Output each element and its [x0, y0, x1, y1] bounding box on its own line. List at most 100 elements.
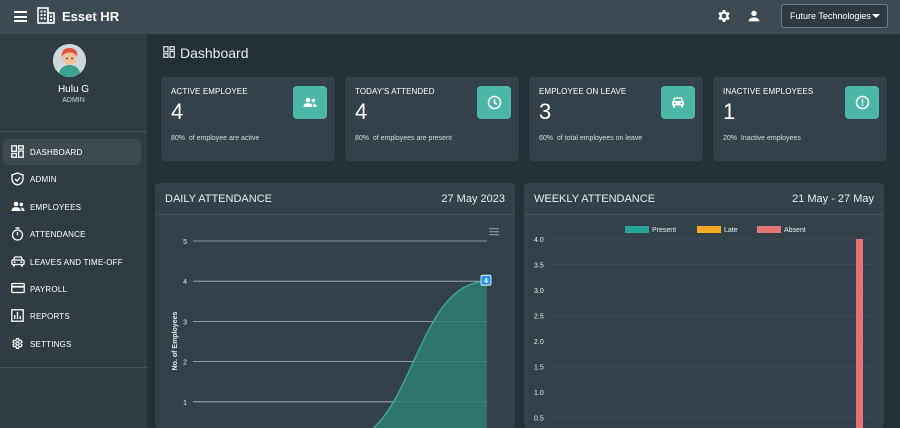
attendance-area: [373, 281, 487, 428]
sidebar-divider: [0, 367, 147, 368]
y-tick-label: 4.0: [534, 237, 544, 244]
company-selector[interactable]: Future Technologies: [781, 4, 888, 28]
legend-label: Late: [724, 227, 738, 234]
company-selector-value: Future Technologies: [790, 11, 871, 21]
sidebar-item-employees[interactable]: EMPLOYEES: [3, 194, 141, 220]
attendance-line: [372, 280, 488, 428]
y-tick-label: 1.0: [534, 390, 544, 397]
car-icon: [11, 256, 25, 267]
sidebar: Hulu G ADMIN DASHBOARD ADMIN EMPLOYEES: [0, 34, 147, 428]
stat-icon-box: [845, 86, 879, 119]
sidebar-item-reports[interactable]: REPORTS: [3, 303, 141, 329]
y-tick-label: 3: [183, 319, 187, 326]
stat-value: 3: [539, 99, 552, 124]
stat-value: 4: [171, 99, 184, 124]
sidebar-item-label: REPORTS: [30, 311, 70, 321]
app-name: Esset HR: [62, 9, 120, 24]
people-icon: [11, 201, 25, 211]
stat-card-employee-on-leave: EMPLOYEE ON LEAVE 3 60% of total employe…: [529, 77, 703, 161]
y-tick-label: 3.5: [534, 263, 544, 270]
stat-note: 80% of employees are present: [355, 135, 452, 142]
sidebar-item-label: ADMIN: [30, 174, 57, 184]
sidebar-item-dashboard[interactable]: DASHBOARD: [3, 139, 141, 165]
sidebar-item-label: SETTINGS: [30, 339, 72, 349]
legend-swatch: [757, 226, 781, 233]
sidebar-item-payroll[interactable]: PAYROLL: [3, 276, 141, 302]
user-account-icon[interactable]: [746, 8, 762, 24]
top-bar: Esset HR Future Technologies: [0, 0, 900, 34]
panel-date: 21 May - 27 May: [792, 193, 874, 205]
daily-attendance-panel: DAILY ATTENDANCE 27 May 2023 1 2 3 4 5 No. of…: [155, 183, 515, 428]
stat-icon-box: [661, 86, 695, 119]
sidebar-item-settings[interactable]: SETTINGS: [3, 331, 141, 357]
stat-note: 20% Inactive employees: [723, 135, 801, 142]
stat-label: EMPLOYEE ON LEAVE: [539, 87, 627, 96]
chart-menu-line: [489, 231, 499, 233]
chevron-down-icon: [872, 14, 880, 18]
shield-icon: [11, 172, 24, 186]
stat-card-active-employee: ACTIVE EMPLOYEE 4 80% of employee are ac…: [161, 77, 335, 161]
stat-card-inactive-employees: INACTIVE EMPLOYEES 1 20% Inactive employ…: [713, 77, 887, 161]
legend-swatch: [625, 226, 649, 233]
data-label-box: [480, 274, 492, 286]
alert-icon: [855, 95, 869, 110]
panel-divider: [524, 214, 884, 215]
stat-value: 1: [723, 99, 736, 124]
avatar[interactable]: [53, 44, 86, 77]
legend-swatch: [697, 226, 721, 233]
sidebar-item-label: DASHBOARD: [30, 147, 83, 157]
stat-card-todays-attended: TODAY'S ATTENDED 4 80% of employees are …: [345, 77, 519, 161]
panel-title: DAILY ATTENDANCE: [165, 193, 272, 205]
sidebar-item-leaves-and-time-off[interactable]: LEAVES AND TIME-OFF: [3, 249, 141, 275]
weekly-attendance-panel: WEEKLY ATTENDANCE 21 May - 27 May 0.5 1.0…: [524, 183, 884, 428]
chart-menu-line: [489, 228, 499, 230]
dashboard-title-icon: [163, 46, 175, 58]
user-role: ADMIN: [62, 97, 85, 104]
chart-menu-icon[interactable]: [489, 228, 499, 236]
car-icon: [672, 97, 684, 108]
y-tick-label: 5: [183, 239, 187, 246]
sidebar-divider: [0, 131, 147, 132]
sidebar-item-label: ATTENDANCE: [30, 229, 86, 239]
people-icon: [303, 97, 317, 107]
sidebar-item-label: LEAVES AND TIME-OFF: [30, 257, 123, 267]
panel-date: 27 May 2023: [441, 193, 505, 205]
y-tick-label: 1.5: [534, 365, 544, 372]
sidebar-item-admin[interactable]: ADMIN: [3, 166, 141, 192]
y-tick-label: 3.0: [534, 288, 544, 295]
panel-title: WEEKLY ATTENDANCE: [534, 193, 656, 205]
stat-icon-box: [477, 86, 511, 119]
user-name: Hulu G: [57, 84, 90, 95]
y-tick-label: 2.0: [534, 339, 544, 346]
stopwatch-icon: [11, 227, 24, 241]
weekly-attendance-chart: 0.5 1.0 1.5 2.0 2.5 3.0 3.5 4.0 Present Late Absen…: [534, 226, 874, 428]
sidebar-item-label: PAYROLL: [30, 284, 68, 294]
page-title: Dashboard: [180, 45, 249, 61]
data-label: 4: [484, 278, 488, 285]
y-tick-label: 2: [183, 360, 187, 367]
credit-card-icon: [11, 282, 25, 294]
sidebar-item-attendance[interactable]: ATTENDANCE: [3, 221, 141, 247]
y-tick-label: 4: [183, 279, 187, 286]
stat-note: 80% of employee are active: [171, 135, 260, 142]
y-tick-label: 2.5: [534, 314, 544, 321]
legend-label: Present: [652, 227, 676, 234]
y-tick-label: 0.5: [534, 416, 544, 423]
stat-label: INACTIVE EMPLOYEES: [723, 87, 814, 96]
gear-icon: [12, 338, 23, 349]
stat-value: 4: [355, 99, 368, 124]
panel-divider: [155, 214, 515, 215]
clock-icon: [487, 95, 501, 110]
y-axis-label: No. of Employees: [172, 312, 179, 371]
stat-icon-box: [293, 86, 327, 119]
stat-label: TODAY'S ATTENDED: [355, 87, 435, 96]
legend-label: Absent: [784, 227, 806, 234]
avatar-illustration-icon: [53, 44, 86, 77]
hamburger-menu-icon[interactable]: [14, 11, 27, 22]
building-icon: [37, 7, 55, 24]
sidebar-item-label: EMPLOYEES: [30, 202, 82, 212]
settings-gear-icon[interactable]: [716, 8, 732, 24]
stat-note: 60% of total employees on leave: [539, 135, 643, 142]
chart-menu-line: [489, 234, 499, 236]
stat-label: ACTIVE EMPLOYEE: [171, 87, 248, 96]
